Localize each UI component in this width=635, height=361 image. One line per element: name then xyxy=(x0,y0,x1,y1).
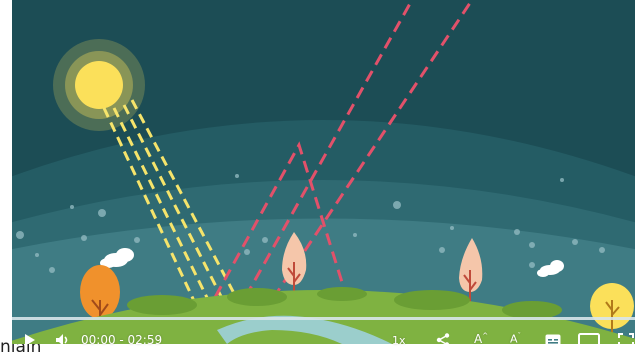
font-size-decrease-button[interactable]: Aˇ xyxy=(510,332,522,346)
volume-icon xyxy=(56,334,68,344)
video-player[interactable] xyxy=(12,0,635,344)
progress-bar[interactable] xyxy=(12,317,635,320)
playback-speed-button[interactable]: 1x xyxy=(392,334,406,347)
fullscreen-icon xyxy=(618,333,634,347)
sun-graphic xyxy=(53,39,145,131)
share-icon xyxy=(436,333,450,347)
fullscreen-button[interactable] xyxy=(618,333,634,347)
tree-pink-center xyxy=(282,232,307,300)
font-size-increase-button[interactable]: A^ xyxy=(474,332,489,346)
font-decrease-label: A xyxy=(510,332,518,346)
play-button[interactable] xyxy=(22,332,38,344)
cloud-right xyxy=(537,260,564,277)
tree-orange-left xyxy=(80,265,120,330)
captions-icon xyxy=(545,334,561,346)
theater-mode-icon xyxy=(578,333,600,347)
captions-button[interactable] xyxy=(545,333,561,347)
play-icon xyxy=(25,334,35,344)
share-button[interactable] xyxy=(435,332,451,348)
theater-mode-button[interactable] xyxy=(578,333,600,347)
time-display: 00:00 - 02:59 xyxy=(81,333,163,347)
tree-pink-right xyxy=(459,238,483,305)
volume-button[interactable] xyxy=(54,333,72,344)
font-increase-label: A xyxy=(474,332,483,346)
sun-rays xyxy=(102,99,249,319)
river xyxy=(217,315,392,344)
cloud-left xyxy=(100,248,134,268)
greenhouse-animation-frame xyxy=(12,0,635,344)
